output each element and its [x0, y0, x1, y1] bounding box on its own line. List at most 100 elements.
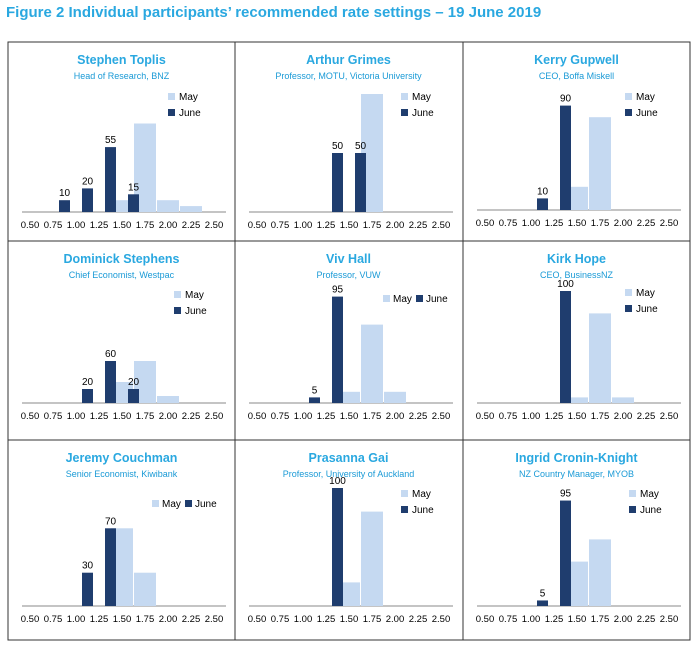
tick-label: 2.50 — [205, 411, 224, 422]
data-label: 60 — [105, 349, 117, 360]
tick-label: 0.75 — [499, 411, 518, 422]
data-label: 5 — [312, 385, 318, 396]
legend-swatch-may — [625, 93, 632, 100]
tick-label: 1.50 — [113, 411, 132, 422]
tick-label: 0.75 — [499, 218, 518, 229]
tick-label: 0.75 — [499, 614, 518, 625]
tick-label: 1.00 — [67, 614, 86, 625]
bar-may — [566, 186, 588, 210]
tick-label: 2.25 — [182, 220, 201, 231]
tick-label: 0.50 — [21, 614, 40, 625]
tick-label: 1.25 — [317, 614, 336, 625]
tick-label: 1.00 — [294, 220, 313, 231]
data-label: 100 — [557, 279, 574, 290]
bar-may — [384, 391, 406, 403]
data-label: 50 — [355, 141, 367, 152]
bar-june — [355, 153, 366, 212]
panel-subtitle: Head of Research, BNZ — [74, 71, 170, 81]
tick-label: 2.00 — [159, 220, 178, 231]
panel-title: Ingrid Cronin-Knight — [515, 451, 638, 465]
panel-title: Dominick Stephens — [64, 252, 180, 266]
legend-label-may: May — [179, 92, 198, 103]
panel-title: Kerry Gupwell — [534, 53, 619, 67]
tick-label: 2.00 — [386, 220, 405, 231]
bar-may — [589, 313, 611, 403]
legend-swatch-may — [383, 295, 390, 302]
legend-swatch-june — [629, 506, 636, 513]
tick-label: 1.75 — [591, 411, 610, 422]
legend-label-may: May — [185, 290, 204, 301]
bar-may — [157, 396, 179, 403]
tick-label: 1.25 — [90, 614, 109, 625]
tick-label: 2.25 — [409, 411, 428, 422]
bar-may — [361, 511, 383, 606]
tick-label: 1.50 — [340, 614, 359, 625]
panel-title: Arthur Grimes — [306, 53, 391, 67]
legend-swatch-june — [168, 109, 175, 116]
tick-label: 2.50 — [205, 220, 224, 231]
bar-may — [111, 382, 133, 403]
tick-label: 1.00 — [522, 411, 541, 422]
legend-swatch-june — [401, 506, 408, 513]
tick-label: 1.50 — [340, 411, 359, 422]
tick-label: 0.50 — [476, 411, 495, 422]
tick-label: 1.75 — [136, 614, 155, 625]
bar-june — [128, 194, 139, 212]
panel-title: Viv Hall — [326, 252, 371, 266]
panel-subtitle: Chief Economist, Westpac — [69, 270, 175, 280]
tick-label: 0.75 — [271, 411, 290, 422]
panel-jeremy-couchman: Jeremy Couchman Senior Economist, Kiwiban… — [21, 451, 226, 625]
legend-label-may: May — [162, 499, 181, 510]
bar-june — [128, 389, 139, 403]
tick-label: 0.50 — [21, 220, 40, 231]
bar-june — [560, 500, 571, 606]
bar-may — [589, 117, 611, 210]
data-label: 95 — [560, 489, 572, 500]
tick-label: 2.25 — [637, 614, 656, 625]
panel-subtitle: Professor, MOTU, Victoria University — [275, 71, 422, 81]
tick-label: 2.00 — [614, 614, 633, 625]
legend-swatch-june — [416, 295, 423, 302]
panel-title: Jeremy Couchman — [66, 451, 178, 465]
bar-may — [111, 200, 133, 212]
bar-may — [111, 528, 133, 606]
data-label: 30 — [82, 561, 94, 572]
bar-may — [134, 361, 156, 403]
legend-swatch-june — [401, 109, 408, 116]
bar-june — [560, 105, 571, 210]
tick-label: 1.25 — [545, 614, 564, 625]
tick-label: 0.50 — [248, 411, 267, 422]
legend-swatch-may — [168, 93, 175, 100]
bar-may — [157, 200, 179, 212]
bar-may — [566, 561, 588, 606]
tick-label: 0.50 — [476, 218, 495, 229]
legend-swatch-may — [629, 490, 636, 497]
tick-label: 1.75 — [363, 220, 382, 231]
bar-june — [560, 291, 571, 403]
tick-label: 1.50 — [113, 614, 132, 625]
panel-viv-hall: Viv Hall Professor, VUW 5 95 0.50 0.75 1.00 1.2… — [248, 252, 453, 422]
tick-label: 2.25 — [182, 614, 201, 625]
tick-label: 1.00 — [67, 220, 86, 231]
legend-label-may: May — [636, 288, 655, 299]
bar-june — [332, 488, 343, 606]
tick-label: 1.25 — [90, 411, 109, 422]
data-label: 15 — [128, 182, 140, 193]
legend-label-may: May — [412, 489, 431, 500]
bar-june — [82, 188, 93, 212]
tick-label: 1.75 — [591, 218, 610, 229]
data-label: 50 — [332, 141, 344, 152]
tick-label: 2.50 — [432, 220, 451, 231]
legend-label-may: May — [640, 489, 659, 500]
legend-label-may: May — [636, 92, 655, 103]
bar-june — [105, 528, 116, 606]
tick-label: 1.75 — [136, 220, 155, 231]
data-label: 20 — [82, 377, 94, 388]
bar-may — [361, 94, 383, 212]
panel-stephen-toplis: Stephen Toplis Head of Research, BNZ 10 20 5… — [21, 53, 226, 231]
bar-may — [566, 397, 588, 403]
tick-label: 2.50 — [660, 218, 679, 229]
tick-label: 0.75 — [271, 614, 290, 625]
legend-label-may: May — [412, 92, 431, 103]
panel-title: Stephen Toplis — [77, 53, 166, 67]
